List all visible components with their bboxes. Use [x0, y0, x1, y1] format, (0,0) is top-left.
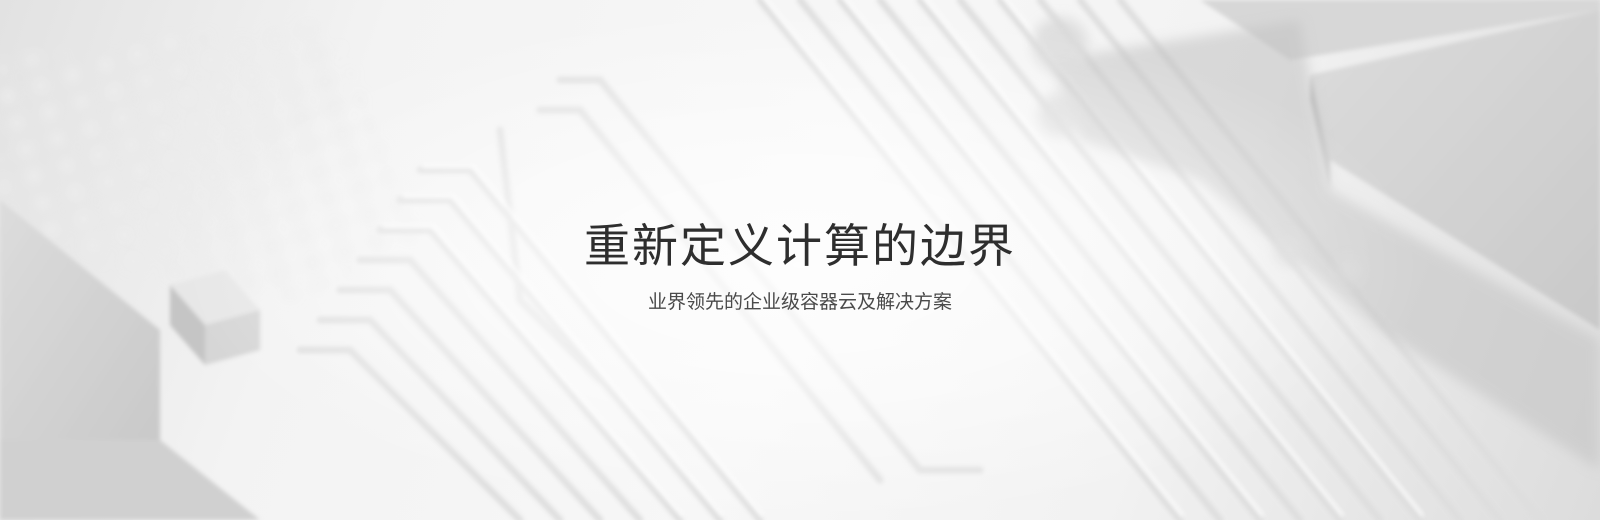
hero-subtitle: 业界领先的企业级容器云及解决方案 [647, 291, 952, 313]
hero-text-block: 重新定义计算的边界 业界领先的企业级容器云及解决方案 [0, 214, 1600, 316]
hero-title: 重新定义计算的边界 [584, 219, 1016, 273]
